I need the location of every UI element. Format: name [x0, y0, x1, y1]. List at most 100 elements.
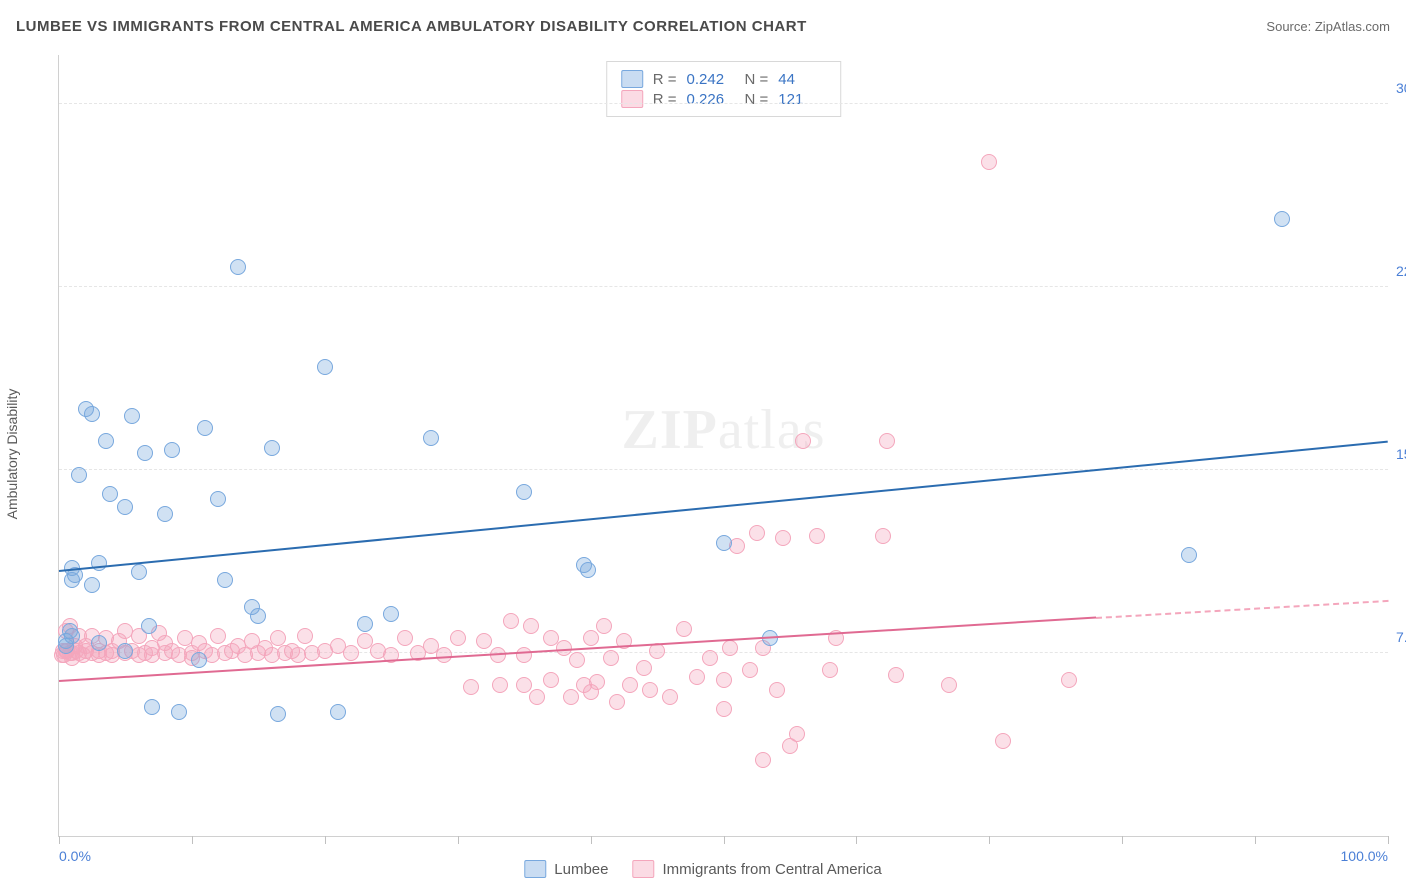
legend-label-immigrants: Immigrants from Central America [662, 861, 881, 878]
r-value-immigrants: 0.226 [687, 91, 735, 108]
data-point [423, 430, 439, 446]
y-tick-label: 15.0% [1390, 446, 1406, 462]
data-point [702, 650, 718, 666]
data-point [775, 530, 791, 546]
legend-item-immigrants: Immigrants from Central America [632, 860, 881, 878]
data-point [941, 677, 957, 693]
data-point [197, 420, 213, 436]
x-tick [458, 836, 459, 844]
data-point [210, 491, 226, 507]
data-point [642, 682, 658, 698]
data-point [463, 679, 479, 695]
data-point [264, 440, 280, 456]
data-point [317, 359, 333, 375]
source: Source: ZipAtlas.com [1266, 19, 1390, 34]
data-point [383, 606, 399, 622]
data-point [795, 433, 811, 449]
data-point [716, 701, 732, 717]
data-point [164, 442, 180, 458]
x-tick-label: 100.0% [1341, 848, 1388, 864]
n-value-lumbee: 44 [778, 71, 826, 88]
data-point [676, 621, 692, 637]
data-point [789, 726, 805, 742]
data-point [749, 525, 765, 541]
data-point [662, 689, 678, 705]
x-tick [1122, 836, 1123, 844]
x-tick [724, 836, 725, 844]
header: LUMBEE VS IMMIGRANTS FROM CENTRAL AMERIC… [16, 18, 1390, 35]
chart-area: ZIPatlas R = 0.242 N = 44 R = 0.226 N = … [48, 55, 1388, 837]
data-point [569, 652, 585, 668]
data-point [250, 608, 266, 624]
data-point [270, 630, 286, 646]
data-point [450, 630, 466, 646]
n-value-immigrants: 121 [778, 91, 826, 108]
data-point [603, 650, 619, 666]
data-point [609, 694, 625, 710]
gridline [59, 469, 1388, 470]
data-point [879, 433, 895, 449]
chart-title: LUMBEE VS IMMIGRANTS FROM CENTRAL AMERIC… [16, 18, 807, 35]
source-label: Source: [1266, 19, 1311, 34]
data-point [563, 689, 579, 705]
y-tick-label: 7.5% [1390, 629, 1406, 645]
data-point [1061, 672, 1077, 688]
data-point [523, 618, 539, 634]
data-point [596, 618, 612, 634]
data-point [297, 628, 313, 644]
swatch-blue-icon [524, 860, 546, 878]
data-point [84, 406, 100, 422]
data-point [503, 613, 519, 629]
data-point [543, 672, 559, 688]
x-tick-label: 0.0% [59, 848, 91, 864]
data-point [722, 640, 738, 656]
r-value-lumbee: 0.242 [687, 71, 735, 88]
data-point [622, 677, 638, 693]
data-point [91, 635, 107, 651]
x-tick [856, 836, 857, 844]
data-point [981, 154, 997, 170]
data-point [157, 506, 173, 522]
data-point [210, 628, 226, 644]
data-point [1274, 211, 1290, 227]
watermark-atlas: atlas [718, 399, 826, 461]
data-point [191, 652, 207, 668]
x-tick [192, 836, 193, 844]
data-point [516, 484, 532, 500]
data-point [476, 633, 492, 649]
legend-label-lumbee: Lumbee [554, 861, 608, 878]
legend-item-lumbee: Lumbee [524, 860, 608, 878]
x-tick [1255, 836, 1256, 844]
x-tick [591, 836, 592, 844]
data-point [742, 662, 758, 678]
data-point [716, 672, 732, 688]
source-name: ZipAtlas.com [1315, 19, 1390, 34]
data-point [516, 647, 532, 663]
data-point [580, 562, 596, 578]
data-point [117, 643, 133, 659]
x-tick [325, 836, 326, 844]
r-label: R = [653, 91, 677, 108]
gridline [59, 103, 1388, 104]
data-point [529, 689, 545, 705]
data-point [995, 733, 1011, 749]
data-point [589, 674, 605, 690]
data-point [636, 660, 652, 676]
r-label: R = [653, 71, 677, 88]
data-point [270, 706, 286, 722]
data-point [98, 433, 114, 449]
data-point [822, 662, 838, 678]
x-tick [1388, 836, 1389, 844]
data-point [397, 630, 413, 646]
data-point [1181, 547, 1197, 563]
data-point [217, 572, 233, 588]
data-point [171, 704, 187, 720]
n-label: N = [745, 91, 769, 108]
data-point [141, 618, 157, 634]
y-tick-label: 22.5% [1390, 263, 1406, 279]
swatch-blue-icon [621, 70, 643, 88]
data-point [84, 577, 100, 593]
data-point [875, 528, 891, 544]
data-point [583, 630, 599, 646]
swatch-pink-icon [632, 860, 654, 878]
